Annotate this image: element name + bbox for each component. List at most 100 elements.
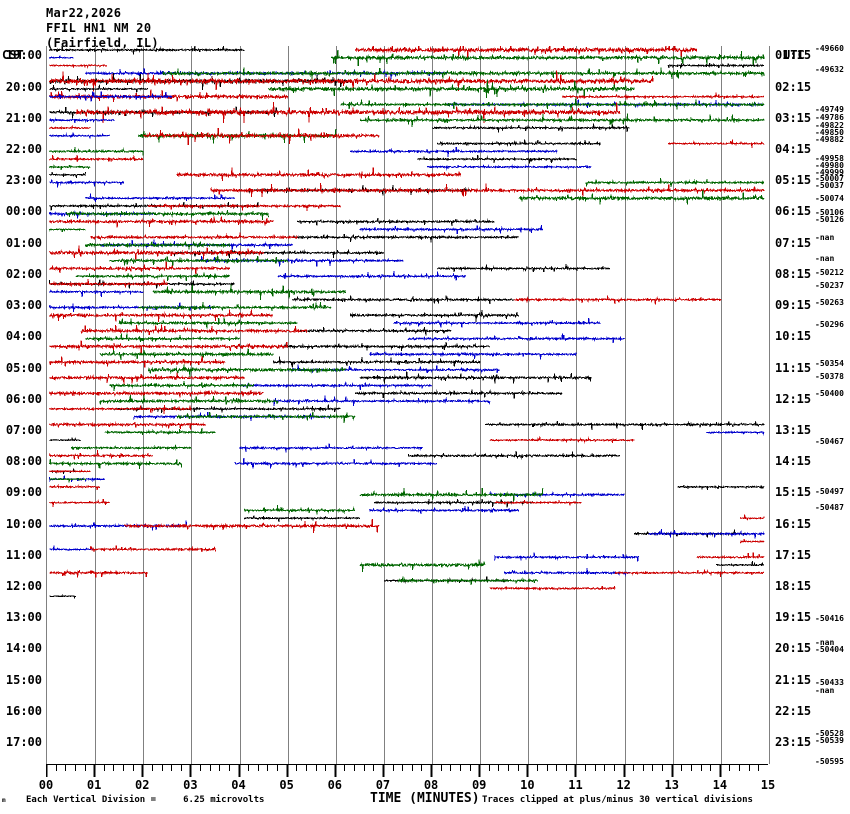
seismic-trace bbox=[49, 132, 111, 139]
left-time-label: 06:00 bbox=[5, 391, 42, 406]
seismic-trace bbox=[49, 405, 192, 415]
right-axis-label: UTC bbox=[783, 48, 805, 62]
left-time-label: 17:00 bbox=[5, 735, 42, 750]
seismic-trace bbox=[296, 218, 495, 226]
left-time-label: 15:00 bbox=[5, 672, 42, 687]
header-station: FFIL HN1 NM 20 bbox=[46, 21, 152, 35]
right-time-label: 07:15 bbox=[775, 235, 812, 250]
right-value: -49999 bbox=[815, 168, 844, 177]
seismic-trace bbox=[49, 289, 144, 298]
seismic-trace bbox=[109, 380, 255, 391]
right-value: -49660 bbox=[815, 44, 844, 53]
left-time-label: 04:00 bbox=[5, 329, 42, 344]
seismic-trace bbox=[48, 389, 264, 399]
seismic-trace bbox=[48, 164, 91, 170]
left-time-label: 01:00 bbox=[5, 235, 42, 250]
left-time-label: 11:00 bbox=[5, 547, 42, 562]
seismic-trace bbox=[176, 411, 356, 423]
seismic-trace bbox=[239, 380, 433, 391]
seismic-trace bbox=[123, 518, 380, 533]
seismic-trace bbox=[85, 333, 240, 343]
right-time-label: 17:15 bbox=[775, 547, 812, 562]
x-tick-label: 15 bbox=[760, 778, 776, 792]
right-time-label: 21:15 bbox=[775, 672, 812, 687]
seismic-trace bbox=[696, 552, 765, 560]
x-tick-label: 03 bbox=[183, 778, 198, 792]
left-time-label: 02:00 bbox=[5, 266, 42, 281]
x-axis bbox=[46, 764, 768, 784]
trace-canvas bbox=[48, 46, 765, 764]
right-time-label: 02:15 bbox=[775, 79, 812, 94]
left-time-label: 09:00 bbox=[5, 485, 42, 500]
right-value: -50212 bbox=[815, 268, 844, 277]
seismic-trace bbox=[152, 284, 346, 300]
right-time-label: 05:15 bbox=[775, 173, 812, 188]
x-tick-label: 13 bbox=[664, 778, 679, 792]
seismic-trace bbox=[407, 333, 625, 343]
seismic-trace bbox=[48, 450, 154, 460]
seismic-trace bbox=[48, 70, 654, 92]
seismic-trace bbox=[494, 552, 640, 562]
seismic-trace bbox=[109, 255, 289, 266]
right-value: -50237 bbox=[815, 281, 844, 290]
seismic-trace bbox=[48, 216, 274, 228]
seismic-trace bbox=[48, 302, 212, 312]
footer-x-axis-title: TIME (MINUTES) bbox=[370, 791, 480, 806]
x-tick-label: 07 bbox=[375, 778, 391, 792]
x-tick-label: 12 bbox=[616, 778, 631, 792]
seismic-trace bbox=[340, 98, 765, 111]
right-value: -50416 bbox=[815, 614, 844, 623]
right-value: -nan bbox=[815, 638, 835, 647]
right-value: -50433 bbox=[815, 678, 844, 687]
seismic-trace bbox=[147, 202, 342, 211]
seismic-trace bbox=[49, 498, 110, 507]
seismic-trace bbox=[359, 559, 486, 572]
left-time-label: 05:00 bbox=[5, 360, 42, 375]
seismic-trace bbox=[80, 324, 308, 336]
right-value: -50296 bbox=[815, 320, 844, 329]
right-value: -50074 bbox=[815, 194, 844, 203]
left-time-label: 19:00 bbox=[5, 48, 42, 63]
right-time-label: 18:15 bbox=[775, 579, 812, 594]
seismic-trace bbox=[393, 317, 601, 328]
seismic-trace bbox=[585, 177, 765, 188]
seismic-trace bbox=[330, 49, 765, 67]
seismic-trace bbox=[667, 62, 765, 69]
left-time-label: 10:00 bbox=[5, 516, 42, 531]
seismic-trace bbox=[436, 139, 601, 147]
seismic-trace bbox=[49, 261, 231, 275]
seismic-trace bbox=[614, 569, 765, 578]
seismic-trace bbox=[99, 394, 279, 405]
right-time-label: 16:15 bbox=[775, 516, 812, 531]
seismic-trace bbox=[503, 568, 630, 577]
seismic-trace bbox=[85, 193, 235, 203]
right-value: -50126 bbox=[815, 215, 844, 224]
seismic-trace bbox=[243, 515, 361, 523]
seismic-trace bbox=[85, 240, 231, 250]
seismic-trace bbox=[436, 264, 611, 273]
right-value: -49850 bbox=[815, 128, 844, 137]
seismic-trace bbox=[49, 520, 188, 531]
seismic-trace bbox=[210, 183, 765, 198]
seismic-trace bbox=[489, 585, 616, 591]
seismic-trace bbox=[49, 63, 108, 69]
seismic-trace bbox=[49, 46, 245, 55]
seismic-traces bbox=[48, 46, 765, 600]
x-tick-label: 02 bbox=[135, 778, 150, 792]
right-time-label: 04:15 bbox=[775, 142, 812, 157]
seismic-trace bbox=[104, 428, 216, 436]
seismic-trace bbox=[49, 477, 86, 483]
helicorder-plot[interactable] bbox=[46, 46, 770, 764]
x-tick-label: 09 bbox=[471, 778, 487, 792]
seismic-trace bbox=[48, 458, 183, 469]
seismic-trace bbox=[489, 435, 635, 444]
seismic-trace bbox=[677, 484, 765, 491]
header-date: Mar22,2026 bbox=[46, 6, 122, 20]
seismic-trace bbox=[369, 351, 577, 360]
seismic-trace bbox=[484, 421, 765, 430]
right-value: -49749 bbox=[815, 105, 844, 114]
seismic-trace bbox=[70, 444, 192, 451]
seismic-trace bbox=[359, 113, 765, 128]
seismic-trace bbox=[292, 233, 519, 243]
seismic-trace bbox=[90, 232, 298, 241]
